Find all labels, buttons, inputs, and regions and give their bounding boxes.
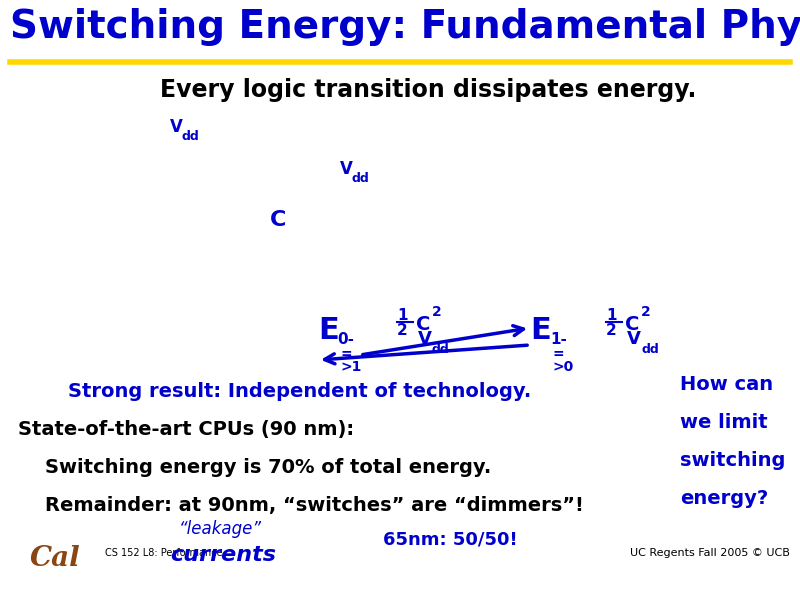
Text: 1-: 1- <box>550 332 567 347</box>
Text: V: V <box>627 330 641 348</box>
Text: Switching Energy: Fundamental Physics: Switching Energy: Fundamental Physics <box>10 8 800 46</box>
Text: energy?: energy? <box>680 489 768 508</box>
Text: 2: 2 <box>397 323 408 338</box>
Text: 0-: 0- <box>337 332 354 347</box>
Text: C: C <box>625 315 639 334</box>
Text: 2: 2 <box>432 305 442 319</box>
Text: Switching energy is 70% of total energy.: Switching energy is 70% of total energy. <box>18 458 491 477</box>
Text: Remainder: at 90nm, “switches” are “dimmers”!: Remainder: at 90nm, “switches” are “dimm… <box>18 496 584 515</box>
Text: =: = <box>340 347 352 361</box>
Text: Strong result: Independent of technology.: Strong result: Independent of technology… <box>68 382 531 401</box>
Text: 1: 1 <box>397 308 407 323</box>
Text: C: C <box>270 210 286 230</box>
Text: V: V <box>340 160 353 178</box>
Text: Every logic transition dissipates energy.: Every logic transition dissipates energy… <box>160 78 696 102</box>
Text: V: V <box>418 330 432 348</box>
Text: switching: switching <box>680 451 786 470</box>
Text: C: C <box>416 315 430 334</box>
Text: dd: dd <box>182 130 200 143</box>
Text: >1: >1 <box>340 360 362 374</box>
Text: dd: dd <box>641 343 658 356</box>
Text: =: = <box>553 347 565 361</box>
Text: 65nm: 50/50!: 65nm: 50/50! <box>382 530 518 548</box>
Text: currents: currents <box>170 545 276 565</box>
Text: E: E <box>318 316 338 345</box>
Text: How can: How can <box>680 375 773 394</box>
Text: we limit: we limit <box>680 413 768 432</box>
Text: Cal: Cal <box>30 545 80 572</box>
Text: dd: dd <box>432 343 450 356</box>
Text: 1: 1 <box>606 308 617 323</box>
Text: UC Regents Fall 2005 © UCB: UC Regents Fall 2005 © UCB <box>630 548 790 558</box>
Text: 2: 2 <box>641 305 650 319</box>
Text: V: V <box>170 118 183 136</box>
Text: CS 152 L8: Performance: CS 152 L8: Performance <box>105 548 222 558</box>
Text: “leakage”: “leakage” <box>178 520 262 538</box>
Text: >0: >0 <box>553 360 574 374</box>
Text: E: E <box>530 316 550 345</box>
Text: dd: dd <box>352 172 370 185</box>
Text: 2: 2 <box>606 323 617 338</box>
Text: State-of-the-art CPUs (90 nm):: State-of-the-art CPUs (90 nm): <box>18 420 354 439</box>
